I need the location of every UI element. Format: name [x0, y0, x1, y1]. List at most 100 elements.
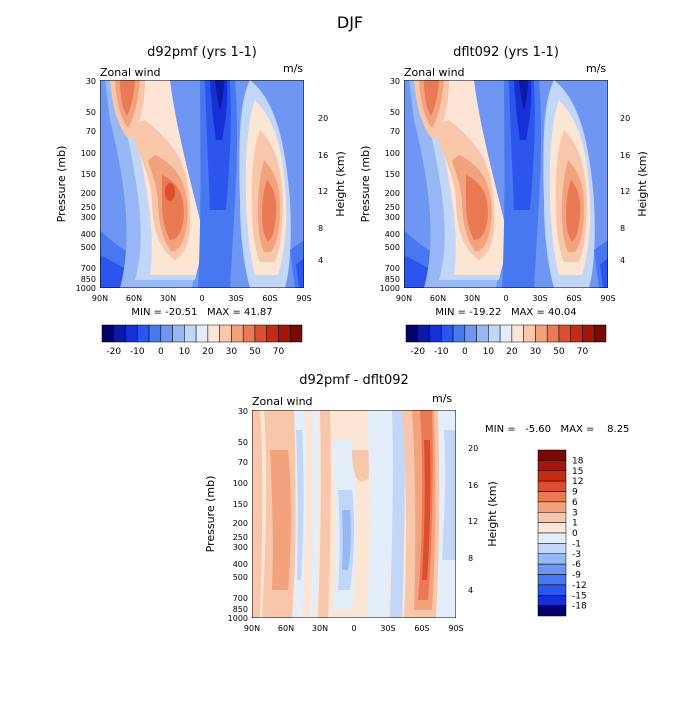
y-tick-label: 700 [233, 594, 248, 603]
x-tick-label: 60S [262, 294, 277, 303]
colorbar-cell [429, 324, 442, 343]
y-tick-label: 500 [385, 243, 400, 252]
colorbar-label: -3 [572, 550, 581, 560]
colorbar-cell [546, 324, 560, 343]
y-tick-label: 700 [81, 264, 96, 273]
panel-d92pmf: d92pmf (yrs 1-1) Zonal wind m/s [55, 45, 347, 357]
panel-title: dflt092 (yrs 1-1) [453, 45, 559, 60]
colorbar-cell [499, 324, 513, 343]
colorbar-label: 0 [462, 347, 468, 357]
y2-axis-title: Height (km) [334, 151, 347, 217]
x-tick-label: 30N [464, 294, 480, 303]
colorbar-label: -10 [434, 347, 449, 357]
colorbar-label: 1 [572, 519, 578, 529]
colorbar-cell [231, 324, 244, 343]
colorbar-cell [476, 324, 489, 343]
y-tick-label: 150 [233, 500, 248, 509]
colorbar-label: 50 [553, 347, 565, 357]
colorbar-label: 15 [572, 467, 583, 477]
panel-title: d92pmf (yrs 1-1) [147, 45, 257, 60]
y-tick-label: 1000 [380, 284, 400, 293]
colorbar-cell [537, 449, 567, 461]
colorbar: -20 -10 0 10 20 30 50 70 [101, 324, 303, 357]
colorbar-cell [254, 324, 267, 343]
y-tick-label: 50 [86, 108, 96, 117]
y2-tick-label: 4 [318, 256, 323, 265]
x-tick-label: 60S [414, 624, 429, 633]
x-tick-label: 90S [448, 624, 463, 633]
colorbar-cell [593, 324, 607, 343]
x-axis: 90N 60N 30N 0 30S 60S 90S [396, 294, 616, 303]
colorbar-cell [289, 324, 303, 343]
panel-difference: d92pmf - dflt092 Zonal wind m/s [204, 373, 629, 633]
y2-tick-label: 12 [468, 517, 478, 526]
y2-tick-label: 20 [318, 114, 328, 123]
y-axis-right: 4 8 12 16 20 Height (km) [468, 444, 499, 595]
variable-label: Zonal wind [252, 395, 313, 408]
y-tick-label: 1000 [228, 614, 248, 623]
colorbar-label: -18 [572, 602, 587, 612]
y-tick-label: 700 [385, 264, 400, 273]
y2-tick-label: 4 [620, 256, 625, 265]
colorbar-labels: -20 -10 0 10 20 30 50 70 [106, 347, 284, 357]
x-tick-label: 30N [160, 294, 176, 303]
y-axis-title: Pressure (mb) [359, 146, 372, 223]
x-tick-label: 90N [396, 294, 412, 303]
y-axis-left: 30 50 70 100 150 200 250 300 400 500 700… [204, 407, 248, 623]
y-axis-left: 30 50 70 100 150 200 250 300 400 500 700… [359, 77, 400, 293]
colorbar-label: 10 [179, 347, 191, 357]
colorbar-label: 20 [202, 347, 214, 357]
colorbar-cell [172, 324, 185, 343]
y-tick-label: 500 [233, 573, 248, 582]
y-tick-label: 300 [233, 543, 248, 552]
colorbar-label: -15 [572, 591, 587, 601]
colorbar-label: 30 [530, 347, 542, 357]
colorbar-cell [417, 324, 430, 343]
colorbar-cell [537, 584, 567, 596]
contour-field [252, 410, 456, 618]
colorbar-cell [582, 324, 595, 343]
y-tick-label: 150 [81, 170, 96, 179]
colorbar-cell [148, 324, 162, 343]
y2-axis-title: Height (km) [636, 151, 649, 217]
x-tick-label: 90S [600, 294, 615, 303]
variable-label: Zonal wind [100, 66, 161, 79]
y-tick-label: 150 [385, 170, 400, 179]
colorbar-labels: -20 -10 0 10 20 30 50 70 [410, 347, 588, 357]
colorbar-cell [537, 532, 567, 544]
colorbar-label: 9 [572, 488, 578, 498]
contour-field [100, 80, 304, 288]
colorbar-cell [160, 324, 173, 343]
y-tick-label: 70 [238, 458, 248, 467]
colorbar-cell [405, 324, 419, 343]
colorbar-cell [558, 324, 571, 343]
colorbar-label: -1 [572, 539, 581, 549]
y2-tick-label: 8 [468, 554, 473, 563]
y2-tick-label: 4 [468, 586, 473, 595]
colorbar-label: -20 [410, 347, 425, 357]
colorbar-cell [570, 324, 583, 343]
colorbar-cell [184, 324, 197, 343]
colorbar-label: 30 [226, 347, 238, 357]
y-tick-label: 200 [385, 189, 400, 198]
colorbar-cell [219, 324, 232, 343]
colorbar-label: 18 [572, 456, 584, 466]
x-tick-label: 90S [296, 294, 311, 303]
colorbar-cell [464, 324, 477, 343]
min-max-stats: MIN = -19.22 MAX = 40.04 [435, 307, 576, 318]
colorbar-cell [511, 324, 524, 343]
colorbar-cell [537, 480, 567, 492]
y-tick-label: 300 [385, 213, 400, 222]
colorbar-cell [537, 553, 567, 565]
y2-tick-label: 8 [620, 224, 625, 233]
colorbar-cell [113, 324, 126, 343]
y-axis-right: 4 8 12 16 20 Height (km) [318, 114, 347, 265]
x-tick-label: 30N [312, 624, 328, 633]
colorbar-label: 3 [572, 508, 578, 518]
colorbar-label: -10 [130, 347, 145, 357]
x-tick-label: 60N [430, 294, 446, 303]
x-tick-label: 30S [532, 294, 547, 303]
colorbar-cell [537, 563, 567, 575]
x-axis: 90N 60N 30N 0 30S 60S 90S [244, 624, 464, 633]
y-tick-label: 70 [390, 127, 400, 136]
